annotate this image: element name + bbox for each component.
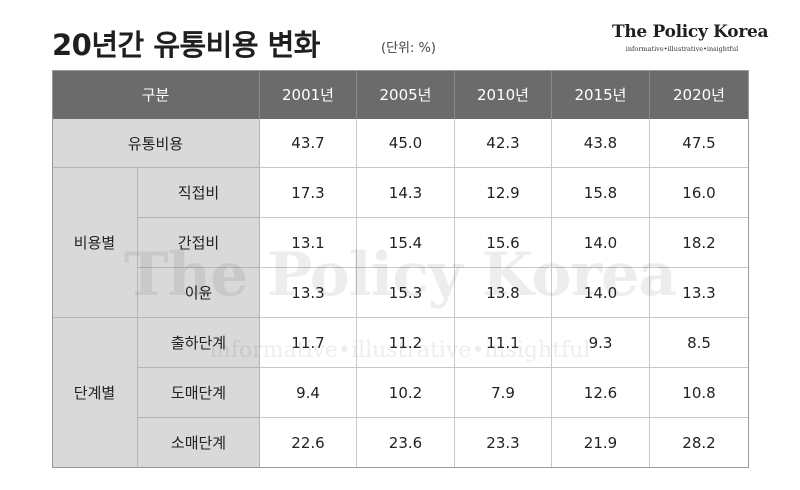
header-year: 2010년: [455, 70, 552, 119]
table-cell: 9.3: [552, 318, 650, 368]
table-cell: 13.1: [260, 218, 357, 268]
row-label: 이윤: [138, 268, 260, 318]
group-label: 단계별: [52, 318, 138, 468]
table-cell: 13.8: [455, 268, 552, 318]
header-year: 2020년: [650, 70, 749, 119]
table-cell: 15.4: [357, 218, 455, 268]
table-cell: 45.0: [357, 119, 455, 168]
table-cell: 18.2: [650, 218, 749, 268]
row-label-total: 유통비용: [52, 119, 260, 168]
brand-logo: The Policy Korea informative•illustrativ…: [612, 22, 769, 53]
table-cell: 8.5: [650, 318, 749, 368]
table-cell: 12.9: [455, 168, 552, 218]
table-cell: 43.8: [552, 119, 650, 168]
logo-name: The Policy Korea: [612, 22, 769, 42]
table-cell: 22.6: [260, 418, 357, 468]
table-cell: 14.0: [552, 268, 650, 318]
distribution-cost-table: 구분 2001년 2005년 2010년 2015년 2020년 유통비용 43.7 45.0 4…: [52, 70, 749, 468]
table-cell: 28.2: [650, 418, 749, 468]
table-cell: 47.5: [650, 119, 749, 168]
group-label: 비용별: [52, 168, 138, 318]
table-cell: 15.8: [552, 168, 650, 218]
table-cell: 12.6: [552, 368, 650, 418]
row-label: 직접비: [138, 168, 260, 218]
row-label: 출하단계: [138, 318, 260, 368]
logo-tagline: informative•illustrative•insightful: [625, 45, 739, 53]
table-cell: 21.9: [552, 418, 650, 468]
unit-label: (단위: %): [381, 41, 436, 56]
table-cell: 14.3: [357, 168, 455, 218]
table-cell: 11.7: [260, 318, 357, 368]
row-label: 간접비: [138, 218, 260, 268]
header-year: 2015년: [552, 70, 650, 119]
table-cell: 13.3: [260, 268, 357, 318]
table-cell: 10.2: [357, 368, 455, 418]
table-cell: 9.4: [260, 368, 357, 418]
header-year: 2005년: [357, 70, 455, 119]
table-cell: 42.3: [455, 119, 552, 168]
table-cell: 7.9: [455, 368, 552, 418]
table-cell: 11.2: [357, 318, 455, 368]
table-cell: 23.3: [455, 418, 552, 468]
table-cell: 10.8: [650, 368, 749, 418]
header-year: 2001년: [260, 70, 357, 119]
table-cell: 13.3: [650, 268, 749, 318]
table-cell: 17.3: [260, 168, 357, 218]
table-cell: 43.7: [260, 119, 357, 168]
row-label: 소매단계: [138, 418, 260, 468]
header-corner: 구분: [52, 70, 260, 119]
table-cell: 14.0: [552, 218, 650, 268]
page-title: 20년간 유통비용 변화: [52, 28, 321, 62]
table-cell: 16.0: [650, 168, 749, 218]
table-cell: 15.3: [357, 268, 455, 318]
table-cell: 11.1: [455, 318, 552, 368]
row-label: 도매단계: [138, 368, 260, 418]
table-cell: 15.6: [455, 218, 552, 268]
table-cell: 23.6: [357, 418, 455, 468]
